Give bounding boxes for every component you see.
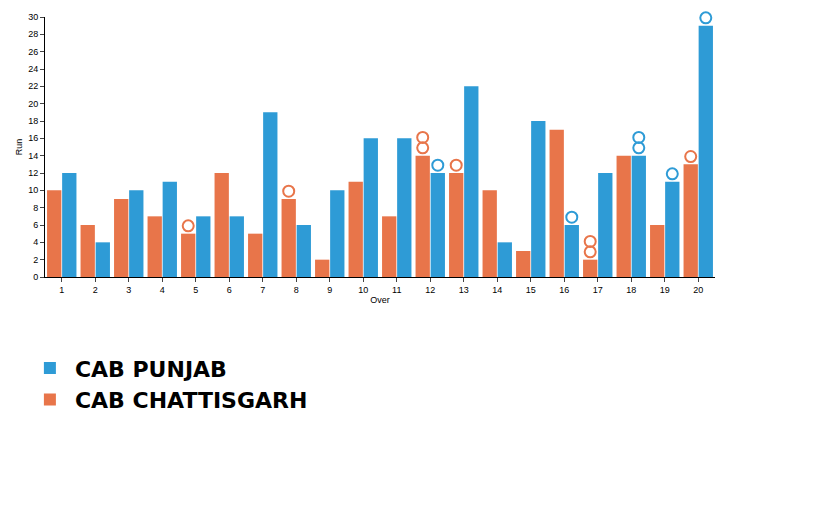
svg-text:2: 2 [33,255,38,265]
svg-text:3: 3 [126,285,131,295]
svg-text:Over: Over [370,295,390,305]
svg-text:16: 16 [28,133,38,143]
svg-text:14: 14 [492,285,502,295]
svg-text:26: 26 [28,47,38,57]
svg-text:15: 15 [526,285,536,295]
svg-text:0: 0 [33,272,38,282]
svg-text:5: 5 [193,285,198,295]
svg-text:16: 16 [559,285,569,295]
svg-text:CAB CHATTISGARH: CAB CHATTISGARH [75,388,307,413]
svg-text:1: 1 [59,285,64,295]
svg-text:17: 17 [593,285,603,295]
svg-text:10: 10 [358,285,368,295]
svg-text:18: 18 [626,285,636,295]
svg-text:8: 8 [294,285,299,295]
svg-text:CAB PUNJAB: CAB PUNJAB [75,357,227,382]
svg-text:24: 24 [28,64,38,74]
svg-text:28: 28 [28,29,38,39]
svg-text:20: 20 [693,285,703,295]
svg-text:4: 4 [33,237,38,247]
svg-text:22: 22 [28,81,38,91]
svg-text:9: 9 [327,285,332,295]
svg-text:30: 30 [28,12,38,22]
svg-text:Run: Run [14,139,24,156]
svg-text:11: 11 [392,285,401,295]
svg-text:2: 2 [93,285,98,295]
svg-text:19: 19 [660,285,670,295]
svg-text:8: 8 [33,203,38,213]
svg-text:14: 14 [28,151,38,161]
svg-text:12: 12 [28,168,38,178]
svg-text:12: 12 [425,285,435,295]
svg-text:13: 13 [459,285,469,295]
svg-text:18: 18 [28,116,38,126]
svg-text:10: 10 [28,185,38,195]
svg-text:7: 7 [260,285,265,295]
svg-text:6: 6 [33,220,38,230]
svg-text:6: 6 [227,285,232,295]
svg-text:4: 4 [160,285,165,295]
svg-text:20: 20 [28,99,38,109]
